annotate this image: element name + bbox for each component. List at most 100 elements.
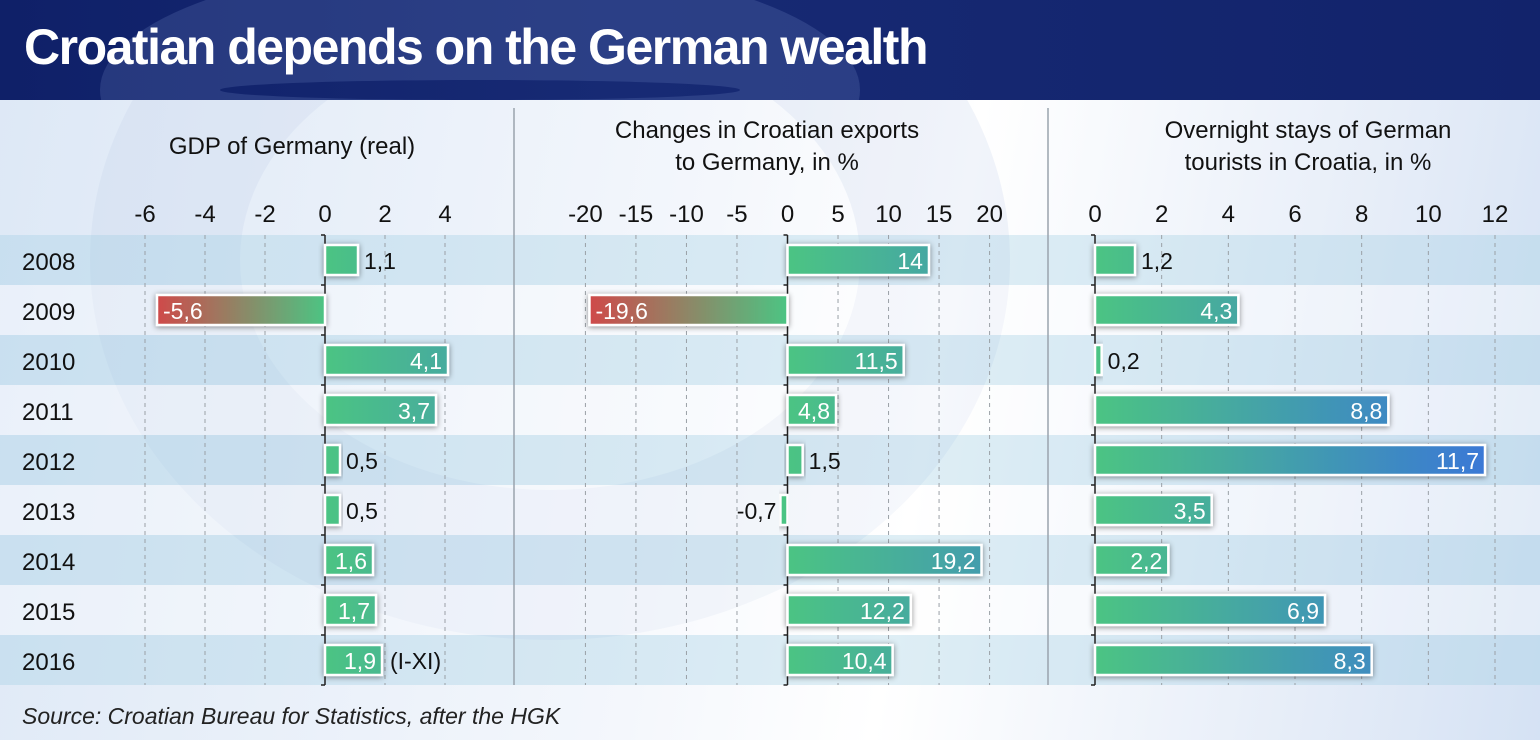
header-banner: Croatian depends on the German wealth	[0, 0, 1540, 100]
bar-value-label: 19,2	[931, 548, 976, 574]
x-tick-label: 4	[438, 201, 451, 228]
bar	[1093, 243, 1137, 277]
bar	[786, 393, 838, 427]
bar-value-label: 4,3	[1200, 298, 1232, 324]
x-tick-label: -2	[254, 201, 275, 228]
bar	[323, 343, 450, 377]
bar	[786, 643, 894, 677]
bar-value-label: 4,8	[798, 398, 830, 424]
row-band	[0, 335, 1540, 385]
panel-1: GDP of Germany (real) -6 -4 -2 0 2 4 1,1 -5,6 4,1…	[134, 133, 452, 686]
bar-value-label: 11,7	[1436, 448, 1479, 474]
year-label: 2009	[22, 299, 75, 326]
bar	[323, 593, 378, 627]
bar-value-label: 1,6	[335, 548, 367, 574]
x-tick-label: -10	[669, 201, 704, 228]
bar-value-label: 1,7	[338, 598, 370, 624]
bar	[323, 643, 384, 677]
bar	[1093, 343, 1103, 377]
panel-title: tourists in Croatia, in %	[1185, 149, 1432, 176]
bar-value-label: 0,5	[346, 448, 378, 474]
panel-title: to Germany, in %	[675, 149, 859, 176]
x-tick-label: 10	[875, 201, 902, 228]
year-label: 2014	[22, 549, 75, 576]
bar-value-label: 10,4	[842, 648, 887, 674]
bar	[323, 493, 342, 527]
row-band	[0, 485, 1540, 535]
bar	[155, 293, 327, 327]
bar-value-label: 3,7	[398, 398, 430, 424]
bar	[786, 443, 804, 477]
x-tick-label: -15	[619, 201, 654, 228]
x-tick-label: 6	[1288, 201, 1301, 228]
bar	[323, 243, 360, 277]
bar-value-label: 0,2	[1108, 348, 1140, 374]
year-label: 2010	[22, 349, 75, 376]
bar-value-label: 4,1	[410, 348, 442, 374]
page-title: Croatian depends on the German wealth	[24, 19, 929, 75]
year-label: 2013	[22, 499, 75, 526]
bar-value-label: 1,1	[364, 248, 396, 274]
bar	[779, 493, 789, 527]
x-tick-label: 0	[781, 201, 794, 228]
x-tick-label: 2	[1155, 201, 1168, 228]
row-band	[0, 235, 1540, 285]
panel-title: Changes in Croatian exports	[615, 117, 919, 144]
x-tick-label: -20	[568, 201, 603, 228]
panel-title: Overnight stays of German	[1165, 117, 1452, 144]
bar-annotation: (I-XI)	[390, 648, 441, 674]
bar-value-label: 1,9	[344, 648, 376, 674]
bar	[323, 543, 375, 577]
source-note: Source: Croatian Bureau for Statistics, …	[22, 703, 561, 729]
bar	[786, 593, 913, 627]
x-tick-label: 0	[1088, 201, 1101, 228]
x-tick-label: 8	[1355, 201, 1368, 228]
bar	[588, 293, 789, 327]
year-label: 2012	[22, 449, 75, 476]
x-tick-label: 0	[318, 201, 331, 228]
bar	[1093, 443, 1487, 477]
bar-value-label: 12,2	[860, 598, 905, 624]
bar-value-label: 0,5	[346, 498, 378, 524]
x-tick-label: 10	[1415, 201, 1442, 228]
bar	[1093, 643, 1373, 677]
x-tick-label: -6	[134, 201, 155, 228]
bar-value-label: 2,2	[1130, 548, 1162, 574]
bar-value-label: 14	[897, 248, 923, 274]
x-tick-label: 2	[378, 201, 391, 228]
bar	[1093, 543, 1170, 577]
bar-value-label: 1,2	[1141, 248, 1173, 274]
year-label: 2016	[22, 649, 75, 676]
bar	[786, 343, 905, 377]
row-band	[0, 535, 1540, 585]
bar-value-label: -19,6	[595, 298, 647, 324]
bar-value-label: 8,8	[1350, 398, 1382, 424]
bar	[323, 443, 342, 477]
bar-value-label: -5,6	[163, 298, 203, 324]
panel-2: Changes in Croatian exports to Germany, i…	[568, 117, 1003, 686]
bar	[1093, 293, 1240, 327]
bar-value-label: 8,3	[1334, 648, 1366, 674]
year-label: 2008	[22, 249, 75, 276]
x-tick-label: -5	[726, 201, 747, 228]
bar-value-label: 3,5	[1174, 498, 1206, 524]
year-label: 2015	[22, 599, 75, 626]
bar-value-label: -0,7	[737, 498, 777, 524]
bar	[323, 393, 438, 427]
panel-3: Overnight stays of German tourists in Cro…	[1088, 117, 1509, 686]
x-tick-label: -4	[194, 201, 215, 228]
bar	[786, 543, 983, 577]
panel-title: GDP of Germany (real)	[169, 133, 415, 160]
x-tick-label: 12	[1482, 201, 1509, 228]
bar	[1093, 493, 1213, 527]
bar-value-label: 1,5	[809, 448, 841, 474]
bar-value-label: 11,5	[855, 348, 898, 374]
year-label: 2011	[22, 399, 74, 426]
bar	[786, 243, 931, 277]
bar	[1093, 593, 1327, 627]
bar-value-label: 6,9	[1287, 598, 1319, 624]
x-tick-label: 4	[1222, 201, 1235, 228]
x-tick-label: 15	[926, 201, 953, 228]
x-tick-label: 20	[976, 201, 1003, 228]
